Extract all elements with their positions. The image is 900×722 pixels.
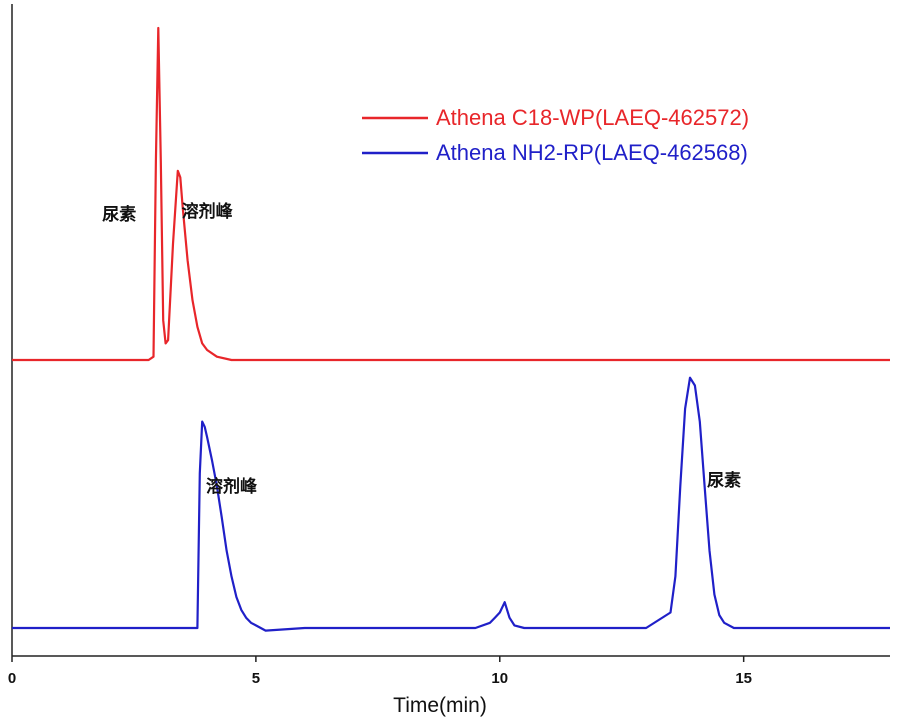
- peak-annotation: 溶剂峰: [206, 476, 258, 497]
- x-tick-label: 15: [735, 670, 752, 687]
- plot-area: [12, 26, 890, 632]
- x-ticks: 0 5 10 15: [8, 656, 752, 687]
- peak-annotation: 尿素: [102, 205, 136, 225]
- x-axis-title: Time(min): [393, 694, 487, 717]
- series-line-2: [12, 376, 890, 632]
- peak-annotation: 尿素: [707, 471, 741, 491]
- legend-label-1: Athena C18-WP(LAEQ-462572): [436, 105, 749, 130]
- x-tick-label: 5: [252, 670, 260, 687]
- x-tick-label: 10: [491, 670, 508, 687]
- legend-label-2: Athena NH2-RP(LAEQ-462568): [436, 140, 748, 165]
- x-tick-label: 0: [8, 670, 16, 687]
- legend: Athena C18-WP(LAEQ-462572) Athena NH2-RP(…: [362, 105, 749, 165]
- peak-annotation: 溶剂峰: [182, 201, 234, 222]
- series-line-1: [12, 26, 890, 362]
- axes: [11, 4, 890, 657]
